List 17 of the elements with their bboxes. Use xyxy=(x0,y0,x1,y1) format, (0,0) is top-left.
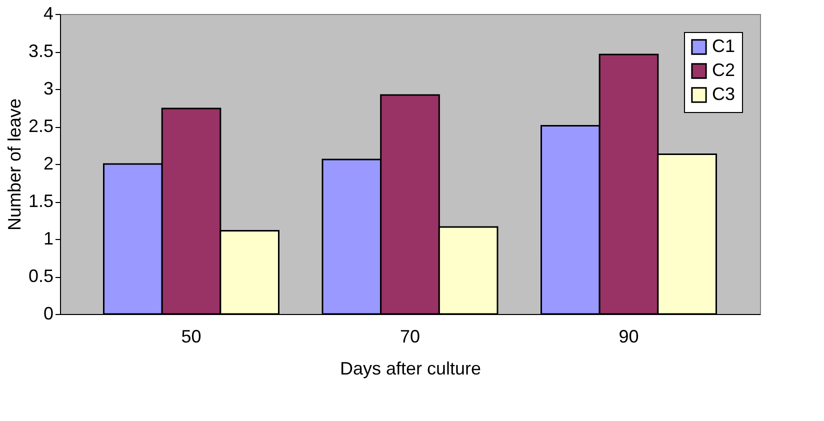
y-tick-label: 1.5 xyxy=(28,191,54,211)
x-axis-title: Days after culture xyxy=(340,358,482,378)
y-tick-label: 3.5 xyxy=(28,41,54,61)
y-tick-label: 0 xyxy=(43,304,54,324)
x-tick-label: 50 xyxy=(181,326,202,346)
x-tick-label: 90 xyxy=(618,326,639,346)
y-tick-label: 1 xyxy=(43,228,54,248)
legend-label: C1 xyxy=(712,36,736,56)
y-tick-label: 0.5 xyxy=(28,266,54,286)
legend-label: C3 xyxy=(712,84,736,104)
legend-label: C2 xyxy=(712,60,736,80)
y-axis-title: Number of leave xyxy=(4,98,24,231)
x-tick-label: 70 xyxy=(400,326,420,346)
y-tick-label: 4 xyxy=(43,4,54,24)
y-tick-label: 2.5 xyxy=(28,116,54,136)
y-tick-label: 2 xyxy=(43,154,54,174)
y-tick-label: 3 xyxy=(43,78,54,98)
